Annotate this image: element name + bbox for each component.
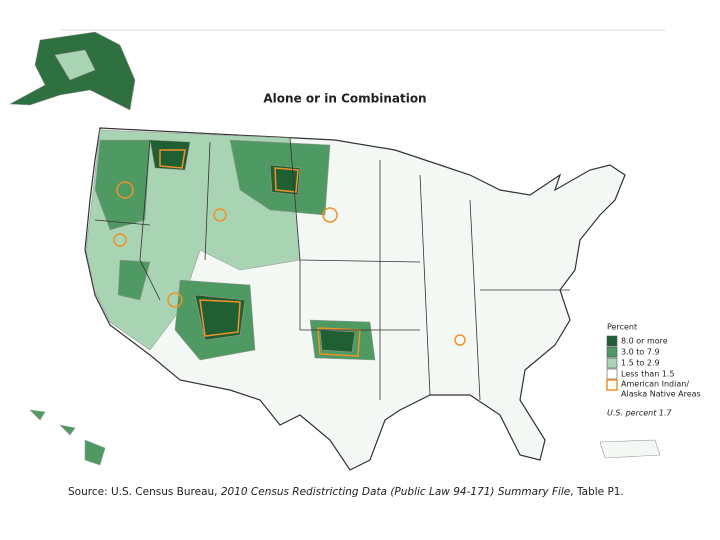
legend-swatch [606, 335, 618, 347]
legend-label: 3.0 to 7.9 [621, 348, 660, 357]
source-prefix: Source: U.S. Census Bureau, [68, 486, 221, 498]
legend-swatch [606, 346, 618, 358]
navajo-dark [194, 294, 246, 341]
oklahoma-dark [319, 329, 356, 353]
legend-swatch [606, 379, 618, 391]
source: Source: U.S. Census Bureau, 2010 Census … [68, 486, 624, 498]
legend-swatch [606, 357, 618, 369]
source-title: 2010 Census Redistricting Data (Public L… [221, 486, 570, 498]
legend-swatch [606, 368, 618, 380]
native-areas [113, 149, 466, 357]
legend-label: Less than 1.5 [621, 370, 675, 379]
legend-label: 8.0 or more [621, 337, 668, 346]
legend-items: 8.0 or more 3.0 to 7.9 1.5 to 2.9 Less than… [606, 335, 675, 380]
legend-label: American Indian/ [621, 380, 689, 389]
state-borders [94, 137, 570, 401]
source-suffix: , Table P1. [570, 486, 624, 498]
northwest-mid [94, 139, 151, 231]
legend-label: Alaska Native Areas [621, 390, 701, 399]
legend-label: 1.5 to 2.9 [621, 359, 660, 368]
nevada-mid [117, 259, 151, 301]
legend-title: Percent [607, 323, 637, 332]
puerto-rico [599, 439, 661, 459]
map-shapes [8, 31, 661, 471]
alaska-patch [54, 49, 96, 81]
map-title: Alone or in Combination [263, 92, 426, 106]
legend: Percent 8.0 or more 3.0 to 7.9 1.5 to 2.9 L… [606, 323, 701, 418]
legend-note: U.S. percent 1.7 [607, 409, 673, 418]
hawaii [29, 409, 106, 466]
